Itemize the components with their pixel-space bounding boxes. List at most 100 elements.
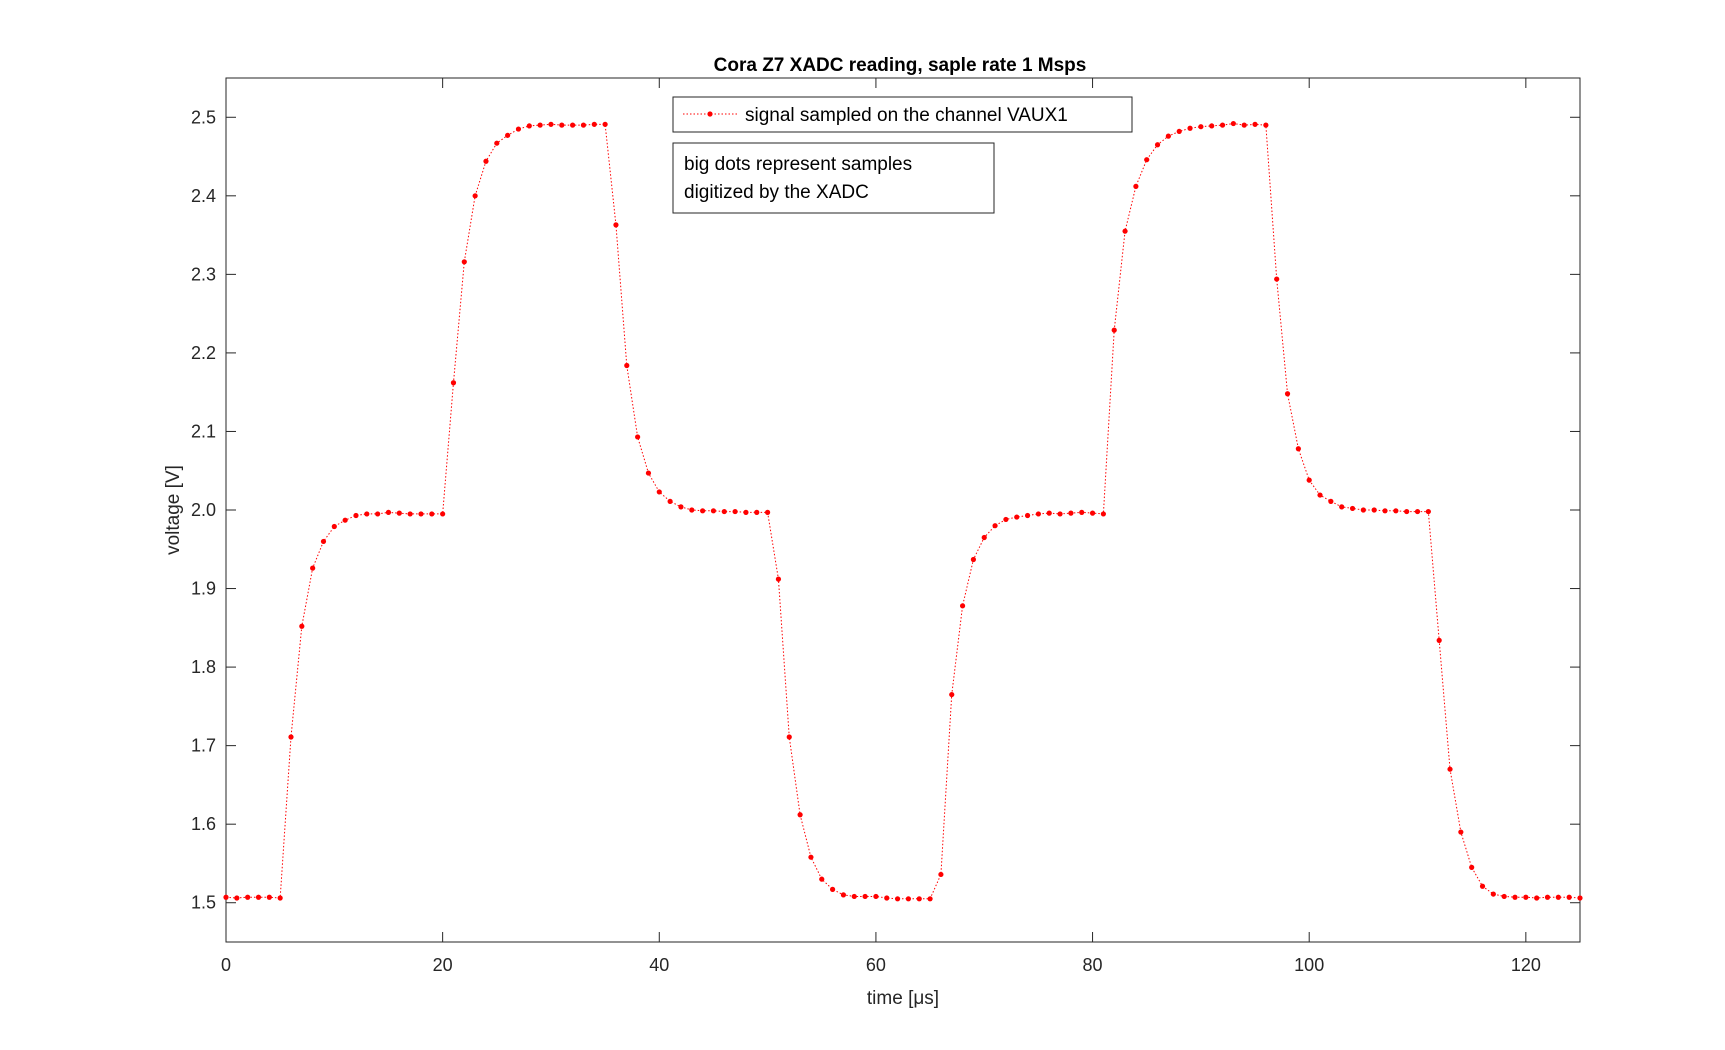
data-point (1566, 894, 1572, 900)
legend[interactable]: signal sampled on the channel VAUX1 (672, 96, 1133, 133)
data-point (429, 511, 435, 517)
data-point (1447, 766, 1453, 772)
data-point (819, 876, 825, 882)
y-tick-label: 1.7 (191, 736, 216, 756)
data-point (927, 896, 933, 902)
annotation-line-2: digitized by the XADC (684, 182, 869, 203)
data-point (808, 854, 814, 860)
data-point (775, 576, 782, 582)
data-point (1068, 510, 1074, 516)
data-point (288, 734, 294, 740)
legend-box (672, 96, 1133, 133)
data-point (1534, 895, 1540, 901)
data-point (353, 512, 359, 519)
data-point (505, 132, 511, 138)
x-tick-label: 100 (1294, 955, 1324, 975)
legend-entry-label: signal sampled on the channel VAUX1 (745, 105, 1068, 126)
y-tick-label: 2.0 (191, 500, 216, 520)
data-point (277, 895, 283, 901)
y-axis: 1.5 1.6 1.7 1.8 1.9 2.0 2.1 2.2 2.3 2.4 2.5 (191, 107, 1580, 913)
data-point (570, 122, 576, 128)
legend-marker (707, 111, 713, 117)
data-point (1144, 157, 1150, 163)
data-point (873, 893, 879, 900)
data-point (1274, 276, 1280, 282)
data-point (1436, 637, 1442, 643)
y-tick-label: 2.3 (191, 264, 216, 284)
data-point (1046, 510, 1052, 516)
data-point (1544, 894, 1551, 900)
data-point (1014, 514, 1020, 520)
data-point (1165, 133, 1171, 139)
data-point (884, 895, 890, 901)
data-point (515, 126, 522, 132)
data-point (949, 691, 955, 698)
data-point (255, 894, 262, 900)
x-axis-label: time [μs] (867, 988, 939, 1009)
data-point (754, 509, 760, 515)
data-point (1295, 446, 1301, 452)
data-point (1176, 128, 1182, 135)
x-tick-label: 80 (1083, 955, 1103, 975)
data-point (916, 896, 922, 902)
data-point (375, 511, 381, 517)
data-point (905, 896, 912, 902)
data-point (472, 193, 478, 199)
data-point (851, 893, 857, 900)
x-axis: 0 20 40 60 80 100 120 (221, 78, 1541, 975)
y-tick-label: 2.1 (191, 421, 216, 441)
data-point (938, 871, 944, 878)
data-point (310, 565, 316, 571)
data-point (407, 511, 413, 517)
data-point (364, 511, 370, 517)
data-point (537, 122, 543, 128)
data-point (645, 470, 652, 476)
data-point (1100, 511, 1106, 517)
data-point (1263, 122, 1269, 128)
data-point (829, 886, 836, 892)
x-tick-label: 0 (221, 955, 231, 975)
data-point (1187, 125, 1193, 131)
data-point (1382, 508, 1388, 514)
data-point (1219, 122, 1226, 128)
data-point (678, 504, 684, 510)
data-point (1241, 122, 1247, 128)
data-point (1230, 120, 1236, 127)
data-point (580, 122, 587, 128)
data-point (1469, 864, 1475, 870)
data-point (450, 380, 457, 386)
data-point (1349, 505, 1356, 512)
data-point (559, 122, 565, 128)
data-point (689, 507, 695, 513)
data-point (591, 121, 597, 127)
data-point (1339, 504, 1345, 510)
data-point (1458, 829, 1464, 835)
data-point (1404, 508, 1410, 515)
data-point (1328, 498, 1334, 504)
data-point (602, 121, 608, 127)
chart-title: Cora Z7 XADC reading, saple rate 1 Msps (714, 55, 1087, 76)
data-point (494, 140, 500, 146)
data-point (1111, 327, 1117, 333)
data-point (1414, 508, 1421, 515)
y-tick-label: 1.5 (191, 893, 216, 913)
data-point (234, 895, 240, 901)
annotation-line-1: big dots represent samples (684, 154, 912, 175)
y-axis-label: voltage [V] (163, 465, 184, 555)
data-point (1003, 516, 1009, 523)
annotation-box: big dots represent samples digitized by … (672, 142, 995, 214)
y-tick-label: 1.9 (191, 579, 216, 599)
data-point (1555, 894, 1561, 900)
y-tick-label: 2.5 (191, 107, 216, 127)
data-point (1089, 510, 1096, 516)
data-point (1425, 508, 1431, 515)
data-point (613, 222, 619, 228)
data-point (1490, 891, 1496, 897)
data-point (1024, 512, 1031, 519)
y-tick-label: 1.8 (191, 657, 216, 677)
data-point (981, 534, 987, 541)
annotation-frame (672, 142, 995, 214)
y-tick-label: 1.6 (191, 814, 216, 834)
